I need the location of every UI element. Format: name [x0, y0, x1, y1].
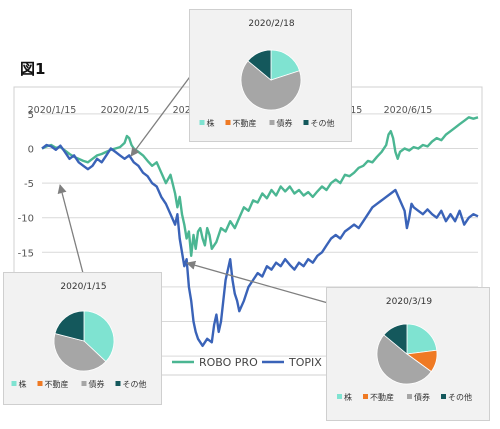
pie-legend-label: 不動産: [370, 392, 394, 402]
y-tick-label: -5: [24, 179, 34, 190]
pie-slice: [53, 333, 107, 372]
pie-slice: [383, 323, 408, 355]
pie-slice: [83, 310, 115, 363]
pie-legend-label: 株: [207, 118, 215, 128]
pie-legend-label: 債券: [277, 118, 293, 128]
pie-inset-jan: 2020/1/15 株 不動産 債券 その他: [3, 272, 162, 405]
pie-inset-mar: 2020/3/19 株 不動産 債券 その他: [326, 287, 490, 421]
pie-title: 2020/2/18: [248, 19, 294, 29]
pie-legend-swatch: [81, 381, 87, 386]
pie-legend-label: 債券: [89, 379, 105, 389]
y-tick-label: 0: [28, 144, 34, 155]
x-tick-label: 2020/1/15: [28, 105, 77, 116]
series-line-robo-pro: [41, 116, 479, 257]
y-tick-label: -15: [18, 248, 34, 259]
pie-legend-swatch: [199, 120, 205, 125]
pie-legend-label: その他: [448, 392, 472, 402]
legend-label: ROBO PRO: [199, 356, 258, 369]
callout-arrow: [130, 73, 193, 157]
pie-legend-swatch: [303, 120, 309, 125]
x-tick-label: 2020/2/15: [101, 105, 150, 116]
x-tick-label: 2020/6/15: [384, 105, 433, 116]
pie-legend-swatch: [11, 381, 17, 386]
pie-slice: [247, 49, 272, 81]
pie-legend-label: 不動産: [45, 379, 69, 389]
y-tick-label: -10: [18, 214, 34, 225]
pie-legend-swatch: [269, 120, 275, 125]
callout-arrow: [57, 184, 85, 278]
pie-legend-label: 株: [19, 379, 27, 389]
pie-slice: [270, 49, 301, 81]
pie-legend-label: その他: [311, 118, 335, 128]
pie-legend-label: 債券: [414, 392, 430, 402]
pie-slice: [54, 310, 85, 342]
pie-slice: [406, 323, 438, 355]
pie-title: 2020/3/19: [386, 297, 432, 307]
pie-legend-swatch: [441, 394, 446, 399]
pie-legend-swatch: [225, 120, 231, 125]
pie-legend-label: その他: [123, 379, 147, 389]
pie-title: 2020/1/15: [60, 282, 106, 292]
legend-label: TOPIX: [288, 356, 322, 369]
y-tick-label: 5: [28, 110, 34, 121]
series-line-topix: [41, 143, 479, 347]
pie-legend-label: 不動産: [233, 118, 257, 128]
pie-legend-swatch: [407, 394, 412, 399]
callout-arrow: [186, 260, 329, 304]
pie-slice: [240, 60, 302, 111]
pie-legend-swatch: [337, 394, 342, 399]
pie-legend-swatch: [363, 394, 368, 399]
pie-legend-label: 株: [344, 392, 352, 402]
figure-label: 図1: [20, 60, 46, 78]
pie-legend-swatch: [37, 381, 43, 386]
pie-legend-swatch: [115, 381, 121, 386]
pie-inset-feb: 2020/2/18 株 不動産 債券 その他: [189, 9, 352, 142]
pie-slice: [376, 334, 432, 385]
